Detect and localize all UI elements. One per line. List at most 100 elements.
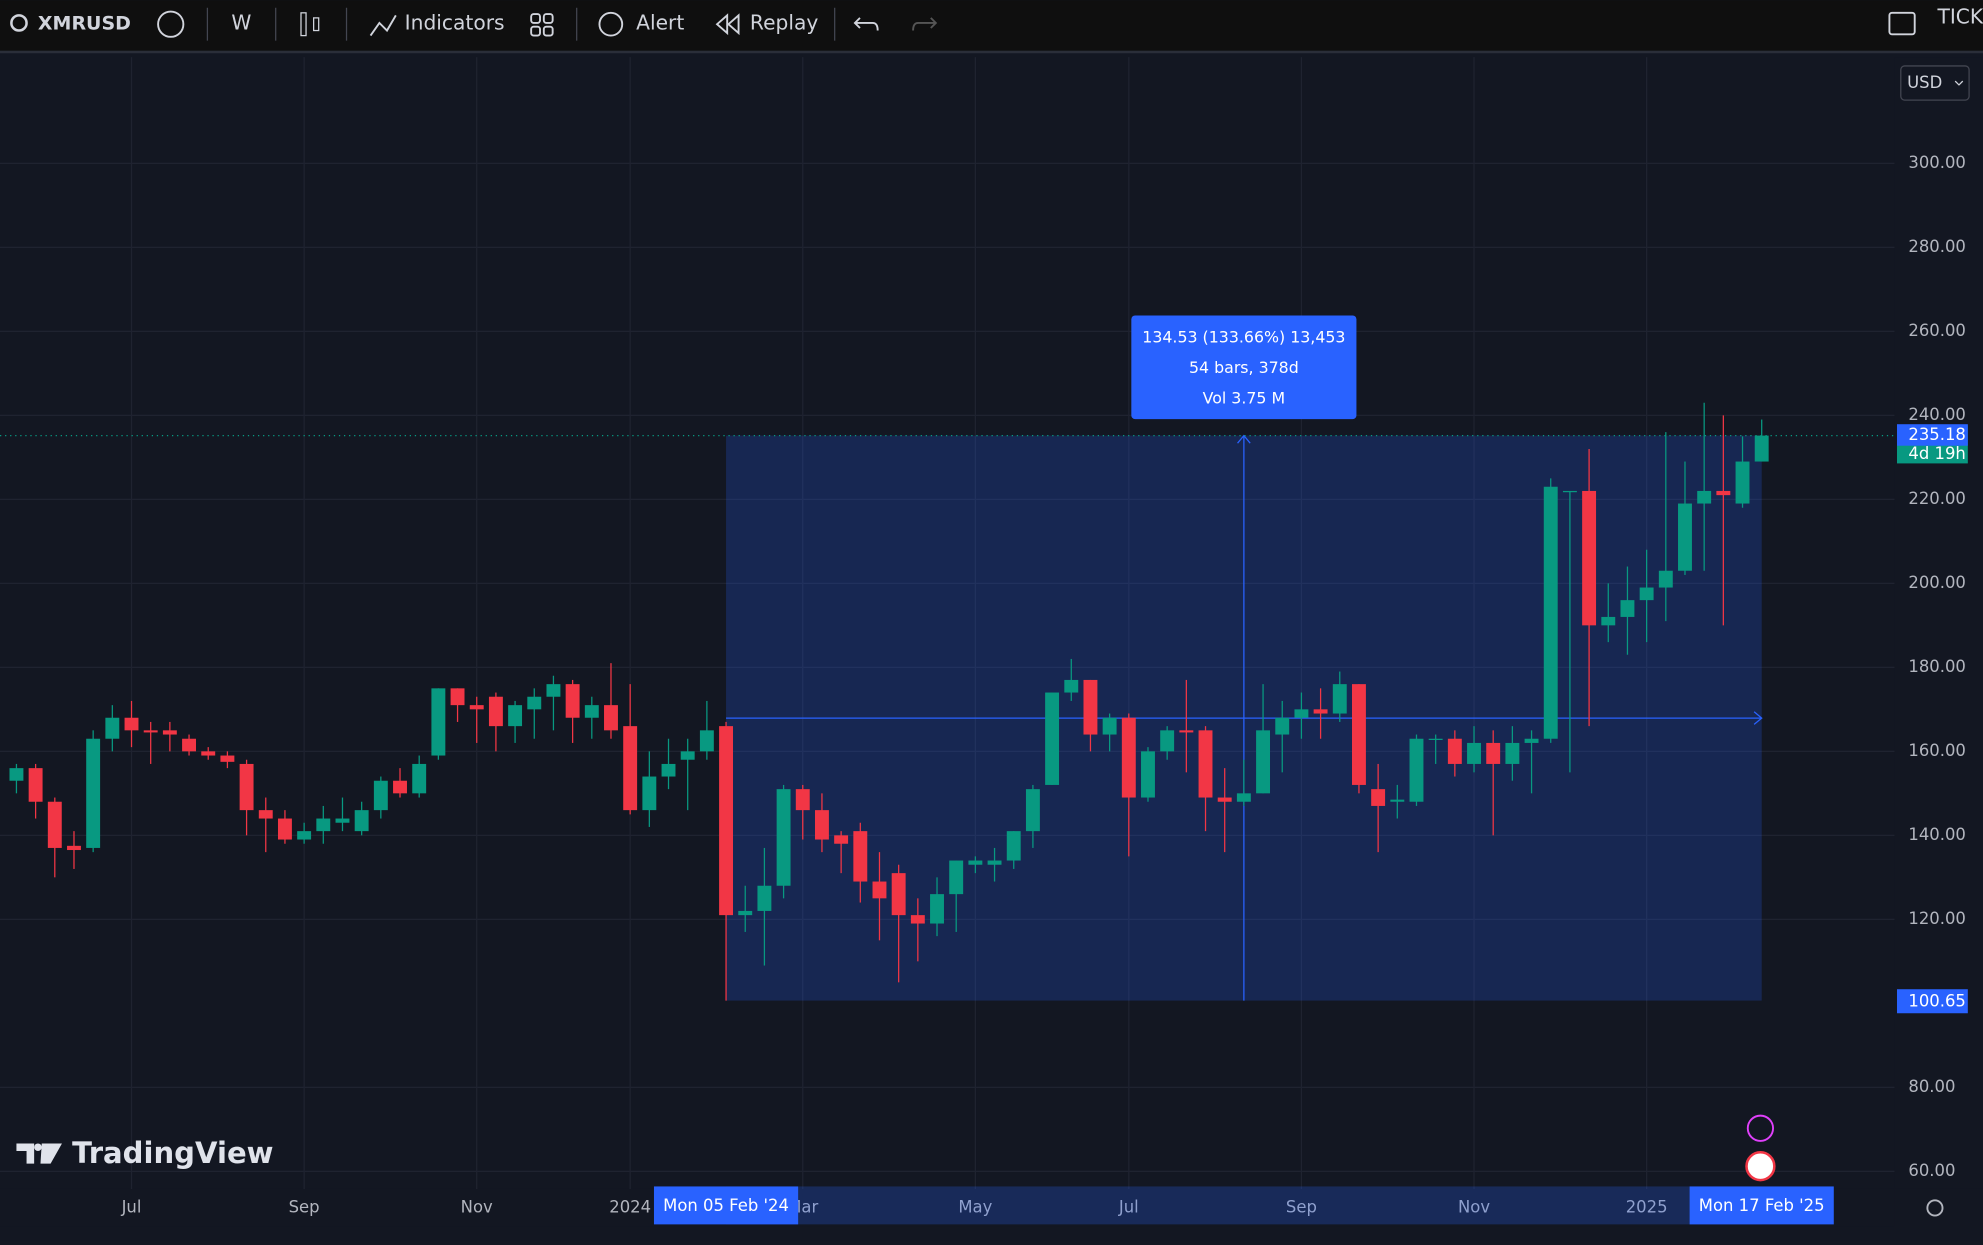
chart-type-icon[interactable] (300, 12, 307, 37)
candle-body (1505, 742, 1520, 764)
replay-icon[interactable] (715, 13, 740, 36)
candle-body (488, 696, 503, 727)
replay[interactable]: Replay (750, 11, 818, 35)
candle-body (1102, 717, 1117, 735)
currency-caret (1954, 80, 1964, 86)
x-tick-label: Sep (289, 1197, 320, 1216)
symbol[interactable]: XMRUSD (38, 13, 131, 35)
indicators-icon[interactable] (369, 14, 397, 37)
candle-body (776, 789, 791, 886)
y-tick-label: 280.00 (1908, 237, 1966, 256)
candle-body (277, 818, 292, 840)
layouts-icon[interactable] (530, 13, 554, 37)
candle-body (1716, 490, 1731, 496)
candle-body (1620, 600, 1635, 617)
candle-body (1371, 789, 1386, 806)
candle-body (393, 780, 407, 794)
candle-body (1275, 717, 1290, 735)
x-tick-label: 2025 (1626, 1197, 1668, 1216)
x-tick-label: Nov (1458, 1197, 1490, 1216)
measure-arrow-head (1237, 434, 1251, 444)
y-tick-label: 60.00 (1908, 1161, 1955, 1180)
candle-body (1160, 730, 1175, 752)
candle-body (891, 873, 906, 916)
candle-body (661, 763, 676, 777)
candle-body (182, 738, 197, 752)
search-icon[interactable] (10, 14, 28, 32)
candle-body (546, 684, 561, 697)
y-tick-label: 140.00 (1908, 825, 1966, 844)
candle-body (680, 751, 695, 760)
alert[interactable]: Alert (636, 11, 684, 35)
y-tick-label: 160.00 (1908, 741, 1966, 760)
candle-body (67, 845, 81, 851)
candle-body (987, 860, 1002, 865)
candle-body (162, 730, 177, 735)
countdown: 4d 19h (1908, 444, 1965, 463)
candle-body (1735, 461, 1750, 504)
candle-body (584, 705, 599, 718)
candle-body (431, 688, 446, 756)
alert-icon[interactable] (598, 11, 624, 37)
candle-body (642, 776, 657, 811)
time-axis (0, 1188, 1895, 1227)
range-low: 100.65 (1908, 991, 1966, 1010)
measure-label: 134.53 (133.66%) 13,453 (1142, 328, 1345, 347)
measure-label-box (1131, 315, 1357, 420)
undo[interactable] (853, 17, 879, 31)
plot: 134.53 (133.66%) 13,453 54 bars, 378d Vol … (0, 57, 1983, 1227)
candle-body (316, 818, 331, 832)
y-tick-label: 120.00 (1908, 909, 1966, 928)
interval[interactable]: W (231, 11, 251, 35)
candle-body (1409, 738, 1424, 802)
candle-body (1658, 570, 1673, 588)
candle-body (1486, 742, 1501, 764)
measure-label: Vol 3.75 M (1203, 388, 1285, 407)
logo-text: TradingView (72, 1136, 273, 1170)
x-tick-label: Jul (1118, 1197, 1139, 1216)
candle-body (508, 705, 523, 727)
candle-body (1121, 717, 1136, 798)
crosshair-date-badge (1689, 1186, 1834, 1225)
candle-body (1467, 742, 1481, 764)
indicators[interactable]: Indicators (405, 11, 505, 35)
candle-body (28, 768, 43, 802)
candle-body (297, 831, 312, 840)
candle-body (1351, 684, 1366, 785)
candle-body (949, 860, 964, 895)
settings-icon[interactable] (1926, 1199, 1944, 1217)
x-tick-label: Nov (461, 1197, 493, 1216)
y-tick-label: 300.00 (1908, 153, 1966, 172)
candle-body (9, 768, 24, 781)
candle-body (354, 810, 369, 832)
redo[interactable] (912, 17, 938, 31)
candle-body (373, 780, 388, 811)
add-symbol[interactable] (157, 10, 185, 38)
candle-body (834, 835, 849, 844)
fullscreen[interactable] (1888, 11, 1916, 36)
economic-event-icon[interactable] (1745, 1151, 1776, 1182)
candle-body (469, 705, 484, 710)
candle-body (1006, 831, 1021, 861)
candle-body (450, 688, 465, 706)
candle-body (1141, 751, 1155, 798)
y-tick-label: 220.00 (1908, 489, 1966, 508)
candle-body (1562, 490, 1577, 493)
currency-button[interactable] (1900, 65, 1970, 101)
x-tick-label: 2024 (609, 1197, 651, 1216)
candle-body (220, 755, 235, 762)
event-icon[interactable] (1746, 1114, 1775, 1142)
candle-body (1064, 679, 1079, 693)
candle-body (1332, 684, 1347, 714)
x-tick-label: May (958, 1197, 992, 1216)
currency[interactable]: USD (1907, 73, 1942, 92)
price-axis (1894, 57, 1983, 1189)
candle-body (335, 818, 350, 823)
measure-label: 54 bars, 378d (1189, 358, 1299, 377)
x-tick-label: Jul (121, 1197, 142, 1216)
candle-body (1639, 587, 1654, 601)
candle-body (1524, 738, 1539, 743)
